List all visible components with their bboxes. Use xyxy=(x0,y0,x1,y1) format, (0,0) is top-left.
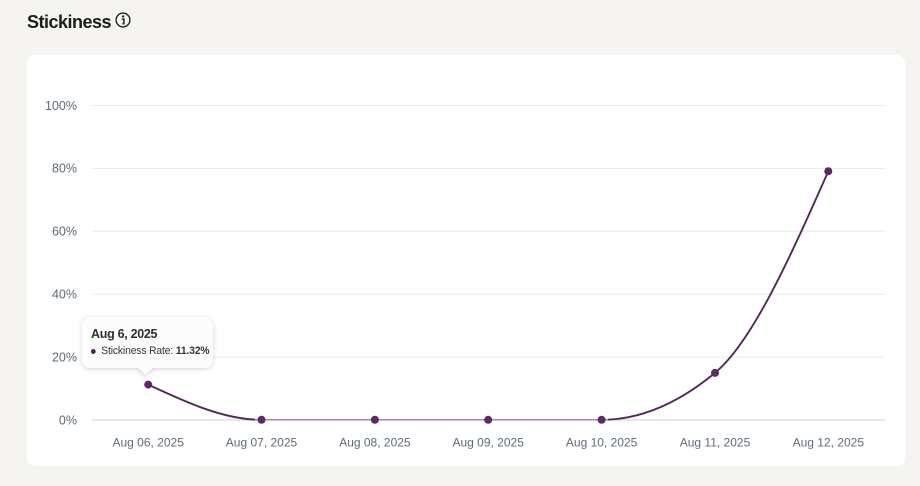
svg-text:Aug 06, 2025: Aug 06, 2025 xyxy=(112,436,184,450)
svg-text:Aug 12, 2025: Aug 12, 2025 xyxy=(793,436,865,450)
svg-text:Aug 08, 2025: Aug 08, 2025 xyxy=(339,436,411,450)
svg-text:60%: 60% xyxy=(52,225,77,239)
svg-text:Aug 11, 2025: Aug 11, 2025 xyxy=(680,436,751,450)
svg-text:0%: 0% xyxy=(59,413,77,427)
svg-text:Aug 09, 2025: Aug 09, 2025 xyxy=(452,436,524,450)
svg-text:80%: 80% xyxy=(52,162,77,176)
svg-text:Aug 07, 2025: Aug 07, 2025 xyxy=(226,436,298,450)
svg-text:100%: 100% xyxy=(45,99,77,113)
svg-text:20%: 20% xyxy=(52,350,77,364)
svg-text:Aug 10, 2025: Aug 10, 2025 xyxy=(566,436,638,450)
svg-text:40%: 40% xyxy=(52,288,77,302)
